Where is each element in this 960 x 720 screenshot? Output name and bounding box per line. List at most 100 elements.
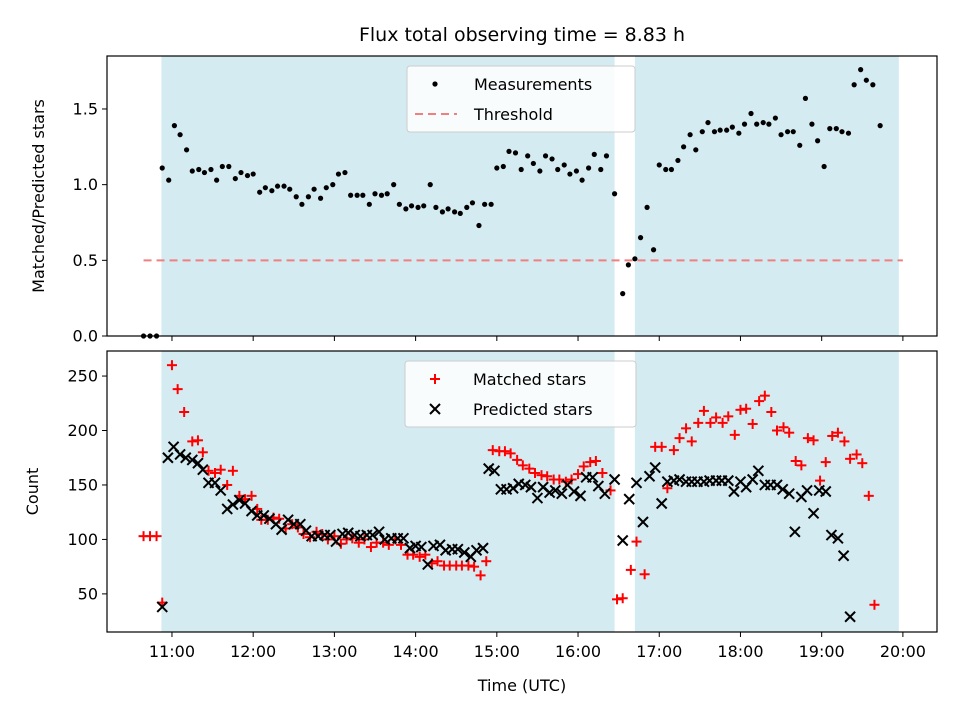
- bottom-ytick-label: 100: [67, 530, 98, 549]
- predicted-star-point: [180, 452, 192, 464]
- x-b: [275, 523, 288, 536]
- matched-star-point: [681, 423, 692, 434]
- top-x-axis-ticks: [171, 336, 904, 341]
- predicted-star-point: [186, 454, 198, 466]
- matched-star-point: [222, 479, 233, 490]
- x-b: [844, 611, 856, 623]
- predicted-star-point: [549, 484, 562, 497]
- measurement-point: [506, 148, 512, 154]
- predicted-star-point: [789, 526, 801, 538]
- measurement-point: [542, 153, 549, 159]
- predicted-star-point: [397, 532, 410, 545]
- matched-star-point: [210, 467, 221, 478]
- x-b: [776, 483, 789, 496]
- measurement-point: [711, 129, 718, 135]
- measurement-point: [391, 182, 397, 188]
- matched-star-point: [536, 470, 547, 481]
- measurement-point: [366, 201, 372, 207]
- predicted-star-point: [586, 471, 599, 484]
- matched-star-point: [711, 412, 722, 423]
- top-measurements-series: [140, 67, 883, 339]
- measurement-point: [219, 163, 225, 170]
- bottom-ytick-label: 50: [78, 584, 98, 603]
- matched-star-point: [869, 599, 880, 610]
- chart-title: Flux total observing time = 8.83 h: [359, 24, 685, 46]
- measurement-point: [488, 201, 494, 207]
- measurement-point: [323, 185, 329, 191]
- top-ytick-label: 0.0: [73, 327, 98, 346]
- measurement-point: [705, 119, 711, 126]
- bottom-x-axis: 11:00 12:00 13:00 14:00 15:00 16:00 17:00 18:00…: [149, 632, 926, 661]
- measurement-point: [226, 163, 232, 170]
- bottom-ytick-label: 150: [67, 475, 98, 494]
- matched-star-point: [754, 396, 765, 407]
- predicted-star-point: [192, 457, 204, 469]
- top-shade-1: [634, 56, 899, 336]
- measurement-point: [632, 256, 638, 262]
- bottom-legend-predicted-label: Predicted stars: [473, 400, 593, 419]
- x-b: [294, 518, 306, 530]
- matched-star-point: [625, 564, 636, 575]
- x-b: [789, 526, 801, 538]
- x-b: [630, 477, 643, 489]
- xtick-label: 20:00: [880, 642, 926, 661]
- x-b: [556, 487, 568, 500]
- measurement-point: [335, 171, 342, 177]
- bottom-legend-predicted-marker: [429, 403, 441, 415]
- measurement-point: [214, 177, 220, 183]
- xtick-label: 19:00: [799, 642, 845, 661]
- matched-star-point: [772, 425, 783, 436]
- matched-star-point: [542, 471, 553, 482]
- matched-star-point: [187, 436, 198, 447]
- measurement-point: [741, 121, 748, 127]
- matched-star-point: [820, 457, 831, 468]
- x-b: [734, 475, 747, 488]
- predicted-star-point: [623, 493, 635, 505]
- predicted-star-point: [837, 550, 850, 562]
- measurement-point: [171, 123, 178, 129]
- x-b: [746, 473, 759, 486]
- x-b: [429, 403, 441, 415]
- top-legend: Measurements Threshold: [406, 65, 636, 133]
- measurement-point: [729, 124, 735, 130]
- matched-star-point: [487, 445, 498, 456]
- measurement-point: [445, 206, 451, 212]
- measurement-point: [611, 191, 618, 197]
- x-b: [673, 473, 686, 486]
- matched-star-point: [729, 429, 740, 440]
- measurement-point: [772, 115, 778, 121]
- matched-star-point: [693, 417, 704, 428]
- measurement-point: [415, 204, 421, 210]
- predicted-star-point: [807, 507, 820, 519]
- matched-star-point: [808, 435, 819, 446]
- measurement-point: [372, 191, 378, 197]
- top-legend-measurements-label: Measurements: [474, 75, 592, 94]
- measurement-point: [833, 126, 839, 132]
- measurement-point: [579, 177, 585, 183]
- x-b: [263, 513, 276, 525]
- measurement-point: [625, 262, 631, 268]
- measurement-point: [159, 165, 165, 171]
- matched-star-point: [524, 463, 535, 474]
- measurement-point: [858, 67, 864, 73]
- top-ytick-label: 1.0: [73, 175, 98, 194]
- predicted-star-point: [197, 464, 209, 476]
- x-b: [592, 480, 605, 492]
- predicted-star-point: [227, 498, 239, 511]
- x-b: [397, 532, 410, 545]
- measurement-point: [591, 151, 597, 157]
- matched-star-point: [151, 531, 162, 542]
- measurement-point: [317, 195, 324, 201]
- x-b: [197, 464, 209, 476]
- top-panel: 0.0 0.5 1.0 1.5 Matched/Predicted stars Mea…: [29, 55, 938, 346]
- matched-star-point: [246, 490, 257, 501]
- measurement-point: [250, 171, 256, 177]
- predicted-star-point: [820, 485, 832, 498]
- x-b: [452, 543, 464, 555]
- measurement-point: [469, 200, 476, 206]
- xtick-label: 16:00: [555, 642, 601, 661]
- x-b: [282, 514, 294, 526]
- x-b: [722, 474, 734, 487]
- matched-star-point: [617, 593, 628, 604]
